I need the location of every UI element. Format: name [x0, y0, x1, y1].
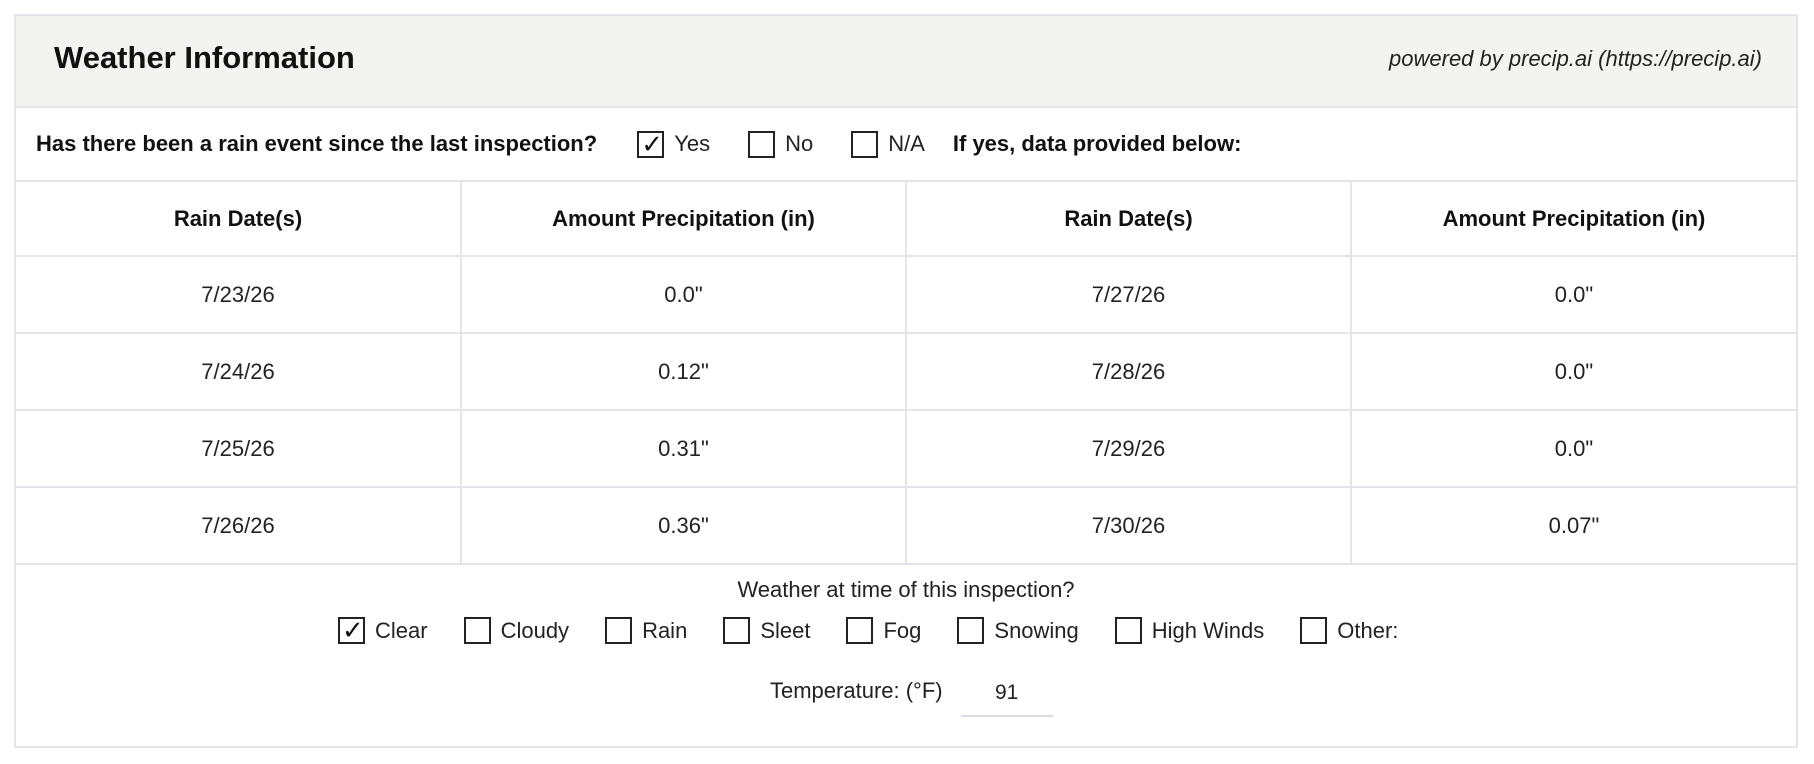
panel-title: Weather Information — [54, 40, 355, 75]
col-header-rain-dates-2: Rain Date(s) — [905, 182, 1352, 257]
sleet-checkbox[interactable] — [723, 617, 751, 644]
weather-option-clear[interactable]: ✓ Clear — [338, 615, 428, 645]
col-header-rain-dates-1: Rain Date(s) — [16, 182, 462, 257]
table-cell: 7/29/26 — [905, 409, 1352, 488]
other-checkbox[interactable] — [1300, 617, 1328, 644]
weather-option-other[interactable]: Other: — [1300, 617, 1398, 644]
table-cell: 0.07" — [1350, 486, 1796, 565]
weather-information-panel: Weather Information powered by precip.ai… — [14, 14, 1798, 748]
rain-label: Rain — [642, 617, 688, 643]
table-cell: 7/23/26 — [16, 255, 462, 334]
rain-event-question: Has there been a rain event since the la… — [36, 131, 598, 156]
weather-option-rain[interactable]: Rain — [605, 617, 687, 644]
weather-option-snowing[interactable]: Snowing — [957, 617, 1079, 644]
rain-data-table: Rain Date(s) Amount Precipitation (in) R… — [16, 182, 1796, 565]
temperature-label: Temperature: (°F) — [770, 678, 943, 703]
sleet-label: Sleet — [760, 617, 811, 643]
high-winds-checkbox[interactable] — [1114, 617, 1142, 644]
panel-header: Weather Information powered by precip.ai… — [16, 16, 1796, 108]
rain-yes-option[interactable]: ✓ Yes — [637, 128, 711, 159]
col-header-amount-2: Amount Precipitation (in) — [1350, 182, 1796, 257]
rain-na-checkbox[interactable] — [851, 130, 879, 158]
table-row: 7/23/26 0.0" 7/27/26 0.0" — [16, 255, 1796, 334]
weather-options: ✓ Clear Cloudy Rain Sleet Fog Snowing — [338, 615, 1398, 645]
table-header-row: Rain Date(s) Amount Precipitation (in) R… — [16, 182, 1796, 257]
table-cell: 0.0" — [460, 255, 907, 334]
rain-followup-text: If yes, data provided below: — [952, 131, 1242, 156]
table-cell: 7/26/26 — [16, 486, 462, 565]
table-cell: 7/25/26 — [16, 409, 462, 488]
high-winds-label: High Winds — [1151, 617, 1265, 643]
rain-no-option[interactable]: No — [748, 130, 814, 158]
rain-yes-checkbox[interactable]: ✓ — [637, 128, 665, 159]
clear-label: Clear — [375, 617, 428, 643]
checkmark-icon: ✓ — [641, 128, 663, 159]
rain-yes-label: Yes — [674, 131, 711, 156]
weather-section: Weather at time of this inspection? ✓ Cl… — [16, 565, 1796, 754]
table-cell: 7/27/26 — [905, 255, 1352, 334]
table-row: 7/26/26 0.36" 7/30/26 0.07" — [16, 486, 1796, 565]
rain-checkbox[interactable] — [605, 617, 633, 644]
col-header-amount-1: Amount Precipitation (in) — [460, 182, 907, 257]
cloudy-label: Cloudy — [500, 617, 570, 643]
table-cell: 0.31" — [460, 409, 907, 488]
rain-na-label: N/A — [888, 131, 925, 156]
table-cell: 7/30/26 — [905, 486, 1352, 565]
fog-checkbox[interactable] — [846, 617, 874, 644]
table-cell: 0.0" — [1350, 332, 1796, 411]
rain-no-checkbox[interactable] — [748, 130, 776, 158]
weather-option-high-winds[interactable]: High Winds — [1114, 617, 1265, 644]
cloudy-checkbox[interactable] — [463, 617, 491, 644]
table-cell: 0.12" — [460, 332, 907, 411]
table-cell: 7/28/26 — [905, 332, 1352, 411]
table-row: 7/25/26 0.31" 7/29/26 0.0" — [16, 409, 1796, 488]
powered-by-text: powered by precip.ai (https://precip.ai) — [1389, 46, 1762, 71]
rain-na-option[interactable]: N/A — [851, 130, 925, 158]
other-label: Other: — [1337, 617, 1399, 643]
temperature-input[interactable] — [960, 675, 1053, 717]
rain-no-label: No — [785, 131, 814, 156]
clear-checkbox[interactable]: ✓ — [338, 615, 365, 645]
temperature-row: Temperature: (°F) — [770, 675, 1053, 717]
weather-option-sleet[interactable]: Sleet — [723, 617, 810, 644]
rain-event-question-row: Has there been a rain event since the la… — [16, 108, 1796, 182]
fog-label: Fog — [883, 617, 922, 643]
weather-question: Weather at time of this inspection? — [737, 577, 1075, 602]
snowing-checkbox[interactable] — [957, 617, 985, 644]
table-cell: 0.0" — [1350, 255, 1796, 334]
table-cell: 7/24/26 — [16, 332, 462, 411]
weather-option-cloudy[interactable]: Cloudy — [463, 617, 570, 644]
weather-option-fog[interactable]: Fog — [846, 617, 921, 644]
table-row: 7/24/26 0.12" 7/28/26 0.0" — [16, 332, 1796, 411]
checkmark-icon: ✓ — [342, 615, 364, 645]
snowing-label: Snowing — [994, 617, 1079, 643]
table-cell: 0.0" — [1350, 409, 1796, 488]
table-cell: 0.36" — [460, 486, 907, 565]
